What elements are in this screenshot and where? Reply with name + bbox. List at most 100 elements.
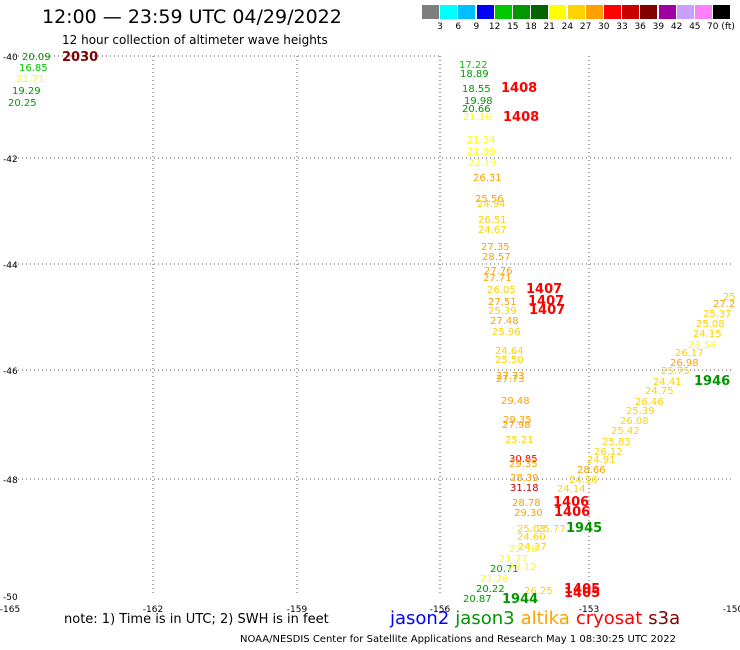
wave-height-label: 24.94	[477, 199, 506, 210]
wave-height-label: 22.19	[468, 158, 497, 169]
scale-swatch	[549, 5, 567, 19]
wave-height-label: 28.78	[512, 498, 541, 509]
scale-label: 36	[634, 22, 646, 32]
pass-time-label: 1944	[502, 592, 538, 607]
wave-height-label: 26.98	[670, 358, 699, 369]
wave-height-label: 26.12	[594, 447, 623, 458]
scale-swatch	[604, 5, 621, 19]
scale-swatch	[458, 5, 476, 19]
scale-label: 15	[507, 22, 519, 32]
wave-height-label: 24.64	[495, 346, 524, 357]
wave-height-label: 21.99	[467, 147, 496, 158]
scale-label: 45	[689, 22, 701, 32]
wave-height-label: 21.28	[480, 574, 509, 585]
scale-label: 39	[652, 22, 665, 32]
legend-altika: altika	[520, 608, 570, 629]
wave-height-label: 25.75	[661, 366, 690, 377]
pass-time-label: 1405	[564, 586, 600, 601]
wave-height-label: 24.15	[693, 329, 722, 340]
wave-height-label: 18.55	[462, 84, 491, 95]
wave-height-label: 24.14	[557, 484, 586, 495]
wave-height-label: 20.25	[8, 98, 37, 109]
scale-label: 21	[543, 22, 555, 32]
wave-height-label: 25.21	[505, 435, 534, 446]
wave-height-label: 19.29	[12, 86, 41, 97]
wave-height-label: 21.71	[16, 74, 45, 85]
map-subtitle: 12 hour collection of altimeter wave hei…	[62, 33, 328, 47]
note-text: note: 1) Time is in UTC; 2) SWH is in fe…	[64, 612, 329, 627]
pass-time-label: 2030	[62, 50, 98, 65]
map-title: 12:00 — 23:59 UTC 04/29/2022	[42, 6, 342, 28]
wave-height-label: 26.46	[635, 397, 664, 408]
lon-label: -150	[723, 605, 740, 615]
pass-time-label: 1407	[529, 303, 565, 318]
wave-height-label: 27.51	[488, 297, 517, 308]
pass-time-labels: 2030140814081407140714071946140614061945…	[62, 50, 730, 607]
wave-height-label: 25.42	[611, 426, 640, 437]
wave-height-label: 27.73	[496, 371, 525, 382]
wave-height-label: 27.98	[502, 420, 531, 431]
wave-height-label: 24.75	[645, 386, 674, 397]
wave-height-label: 28.66	[577, 465, 606, 476]
wave-height-label: 20.71	[490, 564, 519, 575]
wave-height-label: 25.39	[488, 306, 517, 317]
wave-height-label: 25.83	[602, 437, 631, 448]
wave-height-label: 29.30	[514, 508, 543, 519]
scale-swatch	[567, 5, 585, 19]
scale-label: 12	[488, 22, 501, 32]
lat-lon-grid	[10, 55, 733, 596]
scale-swatch	[494, 5, 512, 19]
pass-time-label: 1406	[553, 495, 589, 510]
legend-cryosat: cryosat	[575, 608, 643, 629]
lon-label: -165	[0, 605, 20, 615]
wave-height-label: 26.08	[620, 416, 649, 427]
scale-swatch	[585, 5, 603, 19]
scale-swatch	[676, 5, 694, 19]
wave-height-label: 18.89	[460, 69, 489, 80]
wave-height-label: 28.39	[510, 473, 539, 484]
wave-height-label: 29.35	[503, 415, 532, 426]
scale-label: 27	[579, 22, 592, 32]
wave-height-label: 27.73	[496, 374, 525, 385]
wave-height-label: 17.22	[459, 60, 488, 71]
wave-height-label: 25.77	[537, 524, 566, 535]
lon-label: -162	[143, 605, 163, 615]
wave-height-label: 24.60	[517, 532, 546, 543]
wave-height-label: 27.2	[713, 299, 735, 310]
pass-time-label: 1945	[566, 521, 602, 536]
lat-label: -50	[3, 593, 18, 603]
wave-height-label: 20.66	[462, 104, 491, 115]
legend-s3a: s3a	[648, 608, 681, 629]
scale-swatch	[476, 5, 494, 19]
scale-swatch	[622, 5, 640, 19]
wave-height-label: 25.39	[626, 406, 655, 417]
scale-label: 70 (ft)	[707, 22, 735, 32]
wave-height-label: 24.37	[518, 542, 547, 553]
wave-height-label: 19.98	[464, 96, 493, 107]
lon-label: -159	[287, 605, 308, 615]
lat-label: -46	[3, 367, 18, 377]
pass-time-label: 1407	[526, 282, 562, 297]
wave-height-label: 24.41	[653, 377, 682, 388]
pass-time-label: 1405	[564, 582, 600, 597]
scale-label: 6	[455, 22, 462, 32]
wave-height-label: 20.87	[463, 594, 492, 605]
scale-label: 33	[616, 22, 628, 32]
wave-height-label: 25.08	[696, 319, 725, 330]
wave-height-label: 27.76	[484, 266, 513, 277]
wave-height-label: 24.16	[569, 475, 598, 486]
scale-label: 24	[561, 22, 574, 32]
wave-height-label: 26.17	[675, 348, 704, 359]
scale-swatch	[658, 5, 676, 19]
lat-label: -42	[3, 155, 18, 165]
scale-swatch	[695, 5, 712, 19]
scale-swatch	[513, 5, 530, 19]
wave-height-label: 21.77	[499, 554, 528, 565]
wave-height-label: 23.12	[508, 562, 537, 573]
wave-height-label: 27.48	[490, 316, 519, 327]
scale-label: 18	[525, 22, 537, 32]
lat-label: -40	[3, 53, 18, 63]
scale-swatch	[531, 5, 549, 19]
